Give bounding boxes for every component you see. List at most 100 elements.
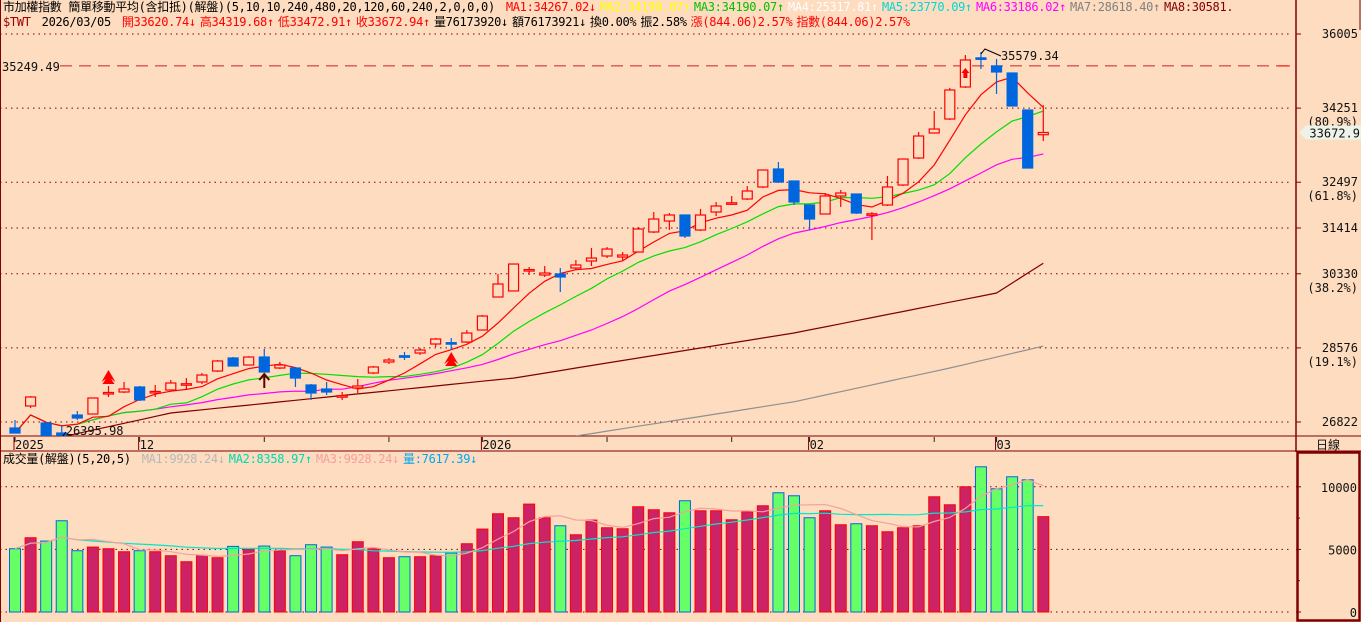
candle-body <box>523 268 535 272</box>
quote-value: 高34319.68↑ <box>199 15 274 29</box>
candle <box>414 348 426 355</box>
volume-bar <box>959 486 972 613</box>
candle-body <box>492 283 504 298</box>
candle <box>398 351 411 361</box>
volume-bar <box>24 537 37 613</box>
candle <box>102 386 115 397</box>
symbol: $TWT <box>3 15 31 29</box>
volume-bar <box>9 548 21 613</box>
candle <box>165 380 177 391</box>
candle-body <box>617 254 629 258</box>
volume-bar <box>928 496 941 613</box>
candle-body <box>1006 72 1018 107</box>
up-arrow-icon <box>258 372 271 389</box>
candle <box>367 366 379 375</box>
volume-bar <box>289 555 302 613</box>
candle <box>352 379 364 394</box>
quote-value: 漲(844.06)2.57% <box>690 15 793 29</box>
volume-bar <box>491 513 504 613</box>
candle <box>24 396 37 409</box>
low-pointer <box>62 431 67 436</box>
volume-ma-legend: MA1:9928.24↓ MA2:8358.97↑ MA3:9928.24↓ 量:76… <box>142 452 481 466</box>
candle-body <box>430 338 442 345</box>
candle <box>866 212 878 241</box>
candle-body <box>476 315 488 331</box>
candle <box>694 209 707 232</box>
price-axis-label: 34251 <box>1322 101 1358 115</box>
volume-bar <box>227 545 240 613</box>
candle <box>819 192 831 215</box>
candle <box>835 189 847 208</box>
chart-header-indicators: 市加權指數 簡單移動平均(含扣抵)(解盤)(5,10,10,240,480,20… <box>3 0 1241 15</box>
candle-body <box>850 193 862 214</box>
price-axis-label: 31414 <box>1322 221 1358 235</box>
candle-body <box>367 366 379 374</box>
candle <box>445 338 457 351</box>
candle <box>430 338 442 348</box>
candle <box>757 169 769 189</box>
candle <box>118 381 130 394</box>
high-pointer <box>980 48 1002 57</box>
volume-bar <box>273 550 286 613</box>
volume-bar <box>912 525 925 613</box>
volume-bar <box>943 504 956 613</box>
volume-bar <box>990 488 1003 613</box>
ma-value: MA1:34267.02↓ <box>505 0 596 14</box>
candle <box>881 176 894 207</box>
volume-bar <box>897 527 910 613</box>
volume-bar <box>305 544 318 613</box>
volume-axis-label: 10000 <box>1321 481 1357 495</box>
candle <box>9 420 21 434</box>
candle <box>149 384 161 397</box>
buy-signal-icon <box>101 370 116 385</box>
volume-bar <box>554 525 567 613</box>
volume-bar <box>1037 516 1050 613</box>
ma8-line <box>63 262 1044 436</box>
quote-value: 低33472.91↑ <box>277 15 352 29</box>
candle-body <box>118 388 130 393</box>
candle <box>196 372 208 385</box>
date-axis-label: 03 <box>997 438 1011 452</box>
candle <box>788 180 800 205</box>
candle-body <box>507 263 520 292</box>
candle-body <box>944 89 956 120</box>
volume-bar <box>164 555 177 613</box>
volume-bar <box>71 550 84 613</box>
volume-bar <box>367 548 380 613</box>
candle <box>383 357 395 364</box>
candle-body <box>180 383 192 386</box>
volume-ma-value: MA2:8358.97↑ <box>228 452 312 466</box>
volume-bar <box>569 534 582 613</box>
candle <box>492 273 504 298</box>
candle-body <box>24 396 37 407</box>
candle <box>71 411 83 421</box>
volume-bar <box>678 500 691 613</box>
candle <box>274 362 286 370</box>
last-price-tag <box>1299 125 1361 140</box>
candle-body <box>648 218 660 233</box>
volume-bar <box>881 531 894 613</box>
volume-axis-label: 0 <box>1350 606 1357 620</box>
candle <box>56 426 68 436</box>
quote-value: 量76173920↓ <box>433 15 508 29</box>
volume-bar <box>756 505 769 613</box>
volume-bar <box>616 528 629 613</box>
candle-body <box>539 272 551 276</box>
candle-body <box>788 180 800 203</box>
candle <box>741 186 753 201</box>
candle <box>772 162 785 184</box>
chart-header-quote: $TWT 2026/03/05 開33620.74↓ 高34319.68↑ 低334… <box>3 15 918 30</box>
price-axis-percent: (19.1%) <box>1307 355 1358 369</box>
candle-body <box>913 135 925 159</box>
candle-body <box>461 332 473 343</box>
quote-value: 換0.00% <box>590 15 637 29</box>
volume-bar <box>118 551 131 613</box>
candle <box>710 201 722 217</box>
quote-value: 指數(844.06)2.57% <box>796 15 910 29</box>
volume-bar <box>476 528 489 613</box>
quote-value: 振2.58% <box>640 15 687 29</box>
ma-value: MA5:23770.09↑ <box>881 0 972 14</box>
ma-value: MA7:28618.40↑ <box>1070 0 1161 14</box>
candle <box>336 392 348 400</box>
